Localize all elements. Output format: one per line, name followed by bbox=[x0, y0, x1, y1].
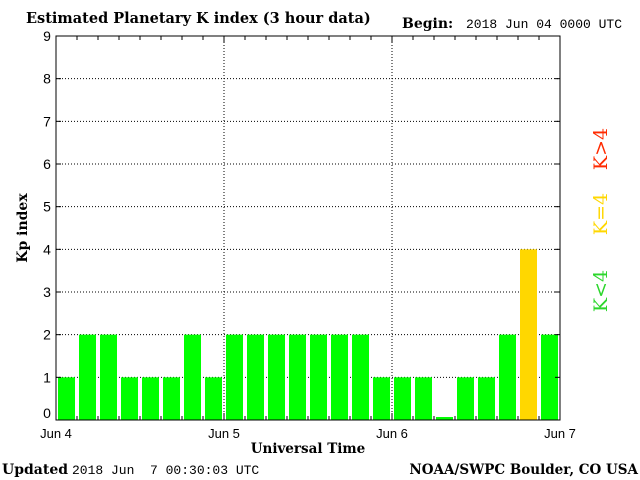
kp-bar bbox=[121, 377, 138, 420]
kp-bar bbox=[205, 377, 222, 420]
x-axis-label: Universal Time bbox=[251, 441, 366, 457]
x-tick-label: Jun 5 bbox=[208, 426, 240, 441]
kp-bar bbox=[541, 334, 558, 420]
kp-bar bbox=[457, 377, 474, 420]
kp-bar bbox=[520, 249, 537, 420]
x-ticks: Jun 4 Jun 5 Jun 6 Jun 7 bbox=[40, 36, 576, 441]
legend-k-equal-4: K=4 bbox=[590, 193, 612, 235]
kp-bar bbox=[247, 334, 264, 420]
updated-value: 2018 Jun 7 00:30:03 UTC bbox=[72, 463, 259, 478]
chart-title: Estimated Planetary K index (3 hour data… bbox=[26, 10, 371, 27]
kp-bar bbox=[352, 334, 369, 420]
x-tick-label: Jun 7 bbox=[544, 426, 576, 441]
kp-bar bbox=[436, 417, 453, 420]
y-tick-label: 1 bbox=[43, 369, 51, 385]
grid-lines bbox=[56, 36, 560, 420]
kp-bar bbox=[226, 334, 243, 420]
legend-k-greater-4: K>4 bbox=[590, 128, 612, 170]
kp-bar bbox=[163, 377, 180, 420]
source-credit: NOAA/SWPC Boulder, CO USA bbox=[409, 462, 638, 478]
kp-bar bbox=[310, 334, 327, 420]
y-tick-label: 3 bbox=[43, 284, 51, 300]
y-tick-label: 2 bbox=[43, 327, 51, 343]
kp-bar bbox=[373, 377, 390, 420]
kp-bar bbox=[499, 334, 516, 420]
y-tick-label: 6 bbox=[43, 156, 51, 172]
kp-bar bbox=[394, 377, 411, 420]
y-tick-label: 0 bbox=[43, 405, 51, 421]
y-tick-label: 8 bbox=[43, 71, 51, 87]
x-tick-label: Jun 6 bbox=[376, 426, 408, 441]
kp-bar bbox=[415, 377, 432, 420]
kp-bar bbox=[331, 334, 348, 420]
x-tick-label: Jun 4 bbox=[40, 426, 72, 441]
kp-bar bbox=[142, 377, 159, 420]
bars bbox=[58, 249, 558, 420]
y-ticks: 0 1 2 3 4 5 6 7 8 9 bbox=[43, 28, 560, 421]
kp-bar bbox=[268, 334, 285, 420]
updated-label: Updated bbox=[2, 462, 68, 478]
plot-frame bbox=[55, 35, 561, 421]
y-tick-label: 4 bbox=[43, 241, 51, 257]
kp-bar bbox=[58, 377, 75, 420]
begin-label: Begin: bbox=[402, 16, 453, 32]
legend-k-less-4: K<4 bbox=[590, 270, 612, 312]
kp-bar bbox=[100, 334, 117, 420]
y-tick-label: 5 bbox=[43, 199, 51, 215]
y-axis-label: Kp index bbox=[15, 193, 31, 263]
begin-value: 2018 Jun 04 0000 UTC bbox=[466, 17, 622, 32]
kp-bar bbox=[289, 334, 306, 420]
kp-bar bbox=[478, 377, 495, 420]
kp-bar bbox=[184, 334, 201, 420]
kp-bar bbox=[79, 334, 96, 420]
y-tick-label: 9 bbox=[43, 28, 51, 44]
y-tick-label: 7 bbox=[43, 113, 51, 129]
